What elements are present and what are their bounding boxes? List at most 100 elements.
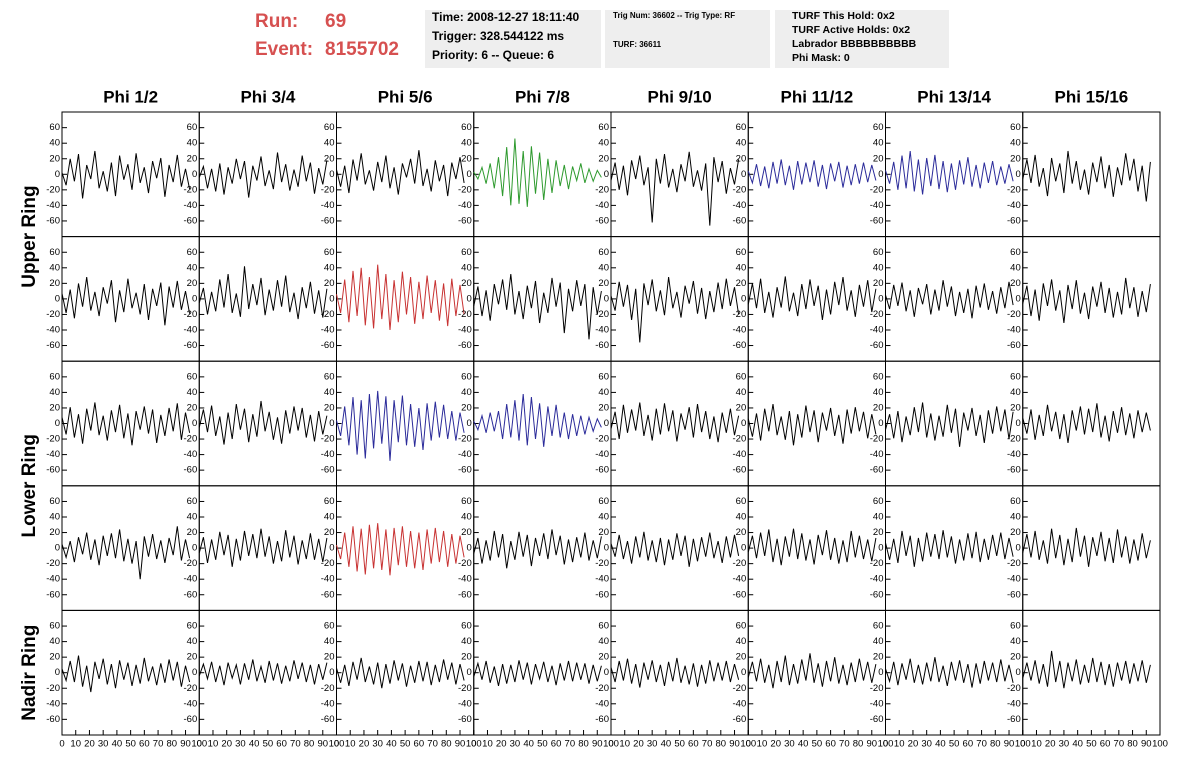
y-tick-label: -20 <box>458 434 472 445</box>
y-tick-label: 20 <box>1010 278 1021 289</box>
y-tick-label: 60 <box>598 621 609 632</box>
y-tick-label: 20 <box>49 278 60 289</box>
y-tick-label: 0 <box>55 418 60 429</box>
y-tick-label: 0 <box>1015 418 1020 429</box>
waveform <box>61 655 191 693</box>
x-tick-label: 60 <box>276 739 287 750</box>
y-tick-label: -40 <box>870 449 884 460</box>
y-tick-label: 0 <box>741 169 746 180</box>
y-tick-label: 40 <box>873 262 884 273</box>
y-tick-label: 20 <box>1010 153 1021 164</box>
panel-frame <box>610 236 749 362</box>
y-tick-label: 40 <box>324 138 335 149</box>
y-tick-label: -60 <box>733 215 747 226</box>
waveform <box>336 657 465 689</box>
y-tick-label: -60 <box>733 714 747 725</box>
run-number: 69 <box>325 11 346 32</box>
x-tick-label: 80 <box>1127 739 1138 750</box>
y-tick-label: 0 <box>329 543 334 554</box>
info-line: Trigger: 328.544122 ms <box>432 29 564 43</box>
y-tick-label: -60 <box>1007 215 1021 226</box>
y-tick-label: -40 <box>733 698 747 709</box>
y-tick-label: 60 <box>187 247 198 258</box>
info-box <box>605 10 770 68</box>
x-tick-label: 100 <box>329 739 345 750</box>
y-tick-label: 20 <box>598 153 609 164</box>
panel-frame <box>336 609 475 736</box>
x-tick-label: 60 <box>139 739 150 750</box>
y-tick-label: 40 <box>324 262 335 273</box>
y-tick-label: 60 <box>1010 122 1021 133</box>
x-tick-label: 40 <box>1072 739 1083 750</box>
y-tick-label: 0 <box>741 667 746 678</box>
y-tick-label: 60 <box>736 496 747 507</box>
y-tick-label: 40 <box>461 138 472 149</box>
event-number: 8155702 <box>325 39 399 60</box>
y-tick-label: -40 <box>184 574 198 585</box>
y-tick-label: -40 <box>46 698 60 709</box>
y-tick-label: -20 <box>321 683 335 694</box>
waveform <box>885 150 1014 195</box>
y-tick-label: 60 <box>598 371 609 382</box>
y-tick-label: 40 <box>324 387 335 398</box>
y-tick-label: -60 <box>46 465 60 476</box>
x-tick-label: 30 <box>98 739 109 750</box>
x-tick-label: 50 <box>263 739 274 750</box>
y-tick-label: -20 <box>46 558 60 569</box>
y-tick-label: -60 <box>458 215 472 226</box>
y-tick-label: -40 <box>1007 698 1021 709</box>
y-tick-label: 0 <box>741 543 746 554</box>
x-tick-label: 90 <box>455 739 466 750</box>
y-tick-label: -20 <box>321 184 335 195</box>
y-tick-label: 40 <box>461 636 472 647</box>
y-tick-label: 20 <box>736 278 747 289</box>
y-tick-label: 20 <box>187 652 198 663</box>
y-tick-label: -60 <box>184 215 198 226</box>
y-tick-label: 0 <box>604 667 609 678</box>
y-tick-label: 20 <box>598 652 609 663</box>
y-tick-label: -40 <box>184 200 198 211</box>
y-tick-label: 40 <box>736 636 747 647</box>
y-tick-label: -60 <box>458 340 472 351</box>
y-tick-label: 60 <box>461 247 472 258</box>
y-tick-label: -20 <box>458 309 472 320</box>
y-tick-label: 60 <box>736 371 747 382</box>
x-tick-label: 70 <box>1114 739 1125 750</box>
y-tick-label: 60 <box>1010 247 1021 258</box>
y-tick-label: -60 <box>184 340 198 351</box>
x-tick-label: 20 <box>221 739 232 750</box>
y-tick-label: 60 <box>49 496 60 507</box>
waveform <box>885 280 1014 319</box>
panel-frame <box>885 236 1024 362</box>
x-tick-label: 30 <box>510 739 521 750</box>
y-tick-label: 40 <box>49 636 60 647</box>
x-tick-label: 10 <box>1031 739 1042 750</box>
x-tick-label: 10 <box>894 739 905 750</box>
x-tick-label: 90 <box>1141 739 1152 750</box>
x-tick-label: 60 <box>414 739 425 750</box>
y-tick-label: -20 <box>184 184 198 195</box>
x-tick-label: 50 <box>537 739 548 750</box>
y-tick-label: 60 <box>187 122 198 133</box>
y-tick-label: 40 <box>736 512 747 523</box>
y-tick-label: -60 <box>1007 465 1021 476</box>
y-tick-label: -20 <box>595 434 609 445</box>
waveform <box>61 402 191 446</box>
x-tick-label: 10 <box>619 739 630 750</box>
waveform <box>61 526 191 580</box>
y-tick-label: 40 <box>324 512 335 523</box>
column-header: Phi 11/12 <box>780 87 853 106</box>
y-tick-label: -60 <box>321 589 335 600</box>
panel-frame <box>198 609 337 736</box>
y-tick-label: 60 <box>598 247 609 258</box>
row-header: Nadir Ring <box>19 625 40 721</box>
panel-frame <box>198 485 337 611</box>
panel-frame <box>336 485 475 611</box>
y-tick-label: -20 <box>595 683 609 694</box>
y-tick-label: 0 <box>192 293 197 304</box>
info-box <box>425 10 601 68</box>
waveform <box>336 523 465 576</box>
y-tick-label: 0 <box>466 293 471 304</box>
y-tick-label: -60 <box>870 589 884 600</box>
y-tick-label: -20 <box>595 184 609 195</box>
